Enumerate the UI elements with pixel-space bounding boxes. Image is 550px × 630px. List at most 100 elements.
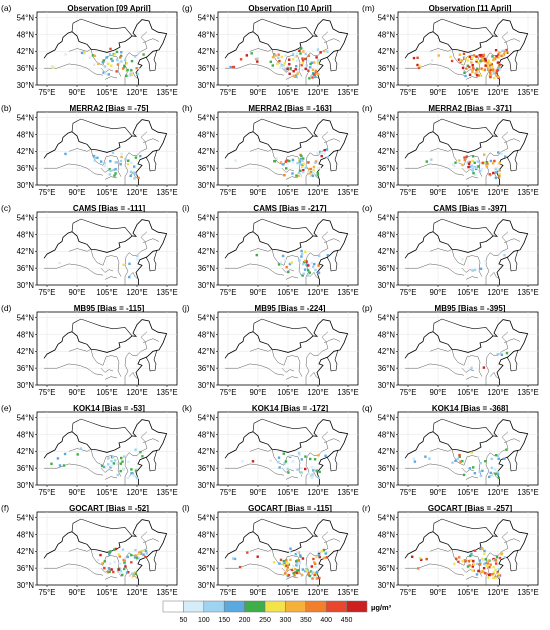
station-marker xyxy=(486,162,489,165)
station-marker xyxy=(312,165,316,169)
lat-tick-label: 36°N xyxy=(17,564,34,573)
station-marker xyxy=(497,53,500,56)
station-marker xyxy=(304,569,308,572)
station-marker xyxy=(116,63,120,66)
station-marker xyxy=(109,169,112,172)
station-marker xyxy=(498,63,501,66)
country-boundary xyxy=(43,119,168,186)
lon-tick-label: 105°E xyxy=(96,488,117,497)
lat-tick-label: 30°N xyxy=(17,281,34,290)
station-marker xyxy=(291,460,295,463)
country-boundary xyxy=(145,549,158,572)
lon-tick-label: 135°E xyxy=(517,388,538,397)
station-marker xyxy=(484,562,487,565)
country-boundary xyxy=(252,318,314,337)
province-boundary xyxy=(128,172,140,180)
province-boundary xyxy=(249,348,273,352)
panel-title: GOCART [Bias = -52] xyxy=(69,504,149,513)
station-marker xyxy=(467,165,470,169)
province-boundary xyxy=(405,463,441,469)
province-boundary xyxy=(78,165,104,176)
lon-tick-label: 105°E xyxy=(277,188,298,197)
station-marker xyxy=(246,551,249,554)
station-marker xyxy=(63,452,67,456)
lat-tick-label: 48°N xyxy=(378,130,395,139)
station-marker xyxy=(130,561,133,564)
lon-tick-label: 135°E xyxy=(337,188,358,197)
station-marker xyxy=(278,466,281,469)
station-marker xyxy=(102,465,106,469)
province-boundary xyxy=(102,155,118,166)
station-marker xyxy=(134,554,137,557)
station-marker xyxy=(496,571,499,574)
country-boundary xyxy=(43,319,168,386)
station-marker xyxy=(453,562,456,566)
station-marker xyxy=(287,563,291,566)
province-boundary xyxy=(259,465,285,476)
province-boundary xyxy=(44,563,80,569)
country-boundary xyxy=(71,18,133,37)
colorbar-label: 100 xyxy=(198,617,210,624)
lon-tick-label: 75°E xyxy=(39,588,56,597)
station-marker xyxy=(299,157,302,161)
station-marker xyxy=(307,269,310,272)
lat-tick-label: 36°N xyxy=(378,64,395,73)
province-boundary xyxy=(297,356,303,377)
map-panel: (h) MERRA2 [Bias = -163] 54°N 48°N 42°N 36°N 3… xyxy=(182,103,359,197)
lat-tick-label: 36°N xyxy=(17,64,34,73)
station-marker xyxy=(484,460,487,463)
station-marker xyxy=(122,263,125,266)
lon-tick-label: 90°E xyxy=(430,588,447,597)
station-marker xyxy=(302,162,305,166)
station-marker xyxy=(451,461,454,464)
station-marker xyxy=(458,159,461,162)
lon-tick-label: 120°E xyxy=(126,188,147,197)
station-marker xyxy=(310,261,313,265)
station-marker xyxy=(314,75,317,79)
station-marker xyxy=(111,59,114,63)
province-boundary xyxy=(225,463,261,469)
station-marker xyxy=(101,61,104,64)
lat-tick-label: 36°N xyxy=(17,364,34,373)
lon-tick-label: 135°E xyxy=(517,288,538,297)
colorbar: 50 100 150 200 250 300 350 400 450 µg/m³ xyxy=(162,600,392,624)
country-boundary xyxy=(252,118,314,137)
station-marker xyxy=(484,59,487,62)
station-marker xyxy=(295,569,299,572)
province-boundary xyxy=(102,255,118,266)
station-marker xyxy=(279,261,283,264)
station-marker xyxy=(496,168,500,171)
lat-tick-label: 42°N xyxy=(378,147,395,156)
station-marker xyxy=(472,466,475,469)
country-boundary xyxy=(326,449,339,472)
country-boundary xyxy=(224,419,349,486)
station-marker xyxy=(469,559,472,562)
province-boundary xyxy=(142,38,160,44)
lon-tick-label: 120°E xyxy=(126,488,147,497)
station-marker xyxy=(454,459,457,462)
station-marker xyxy=(250,52,253,55)
station-marker xyxy=(123,561,126,564)
lon-tick-label: 105°E xyxy=(457,88,478,97)
station-marker xyxy=(314,562,317,565)
country-boundary xyxy=(71,118,133,137)
station-marker xyxy=(129,170,133,173)
station-marker xyxy=(302,157,305,160)
station-marker xyxy=(313,458,317,461)
station-marker xyxy=(141,455,144,458)
province-boundary xyxy=(429,248,453,252)
lat-tick-label: 48°N xyxy=(17,30,34,39)
station-marker xyxy=(279,558,283,561)
station-marker xyxy=(469,554,472,558)
station-marker xyxy=(498,575,501,578)
station-marker xyxy=(491,474,494,477)
station-marker xyxy=(299,52,302,55)
station-marker xyxy=(489,471,492,475)
panel-letter: (c) xyxy=(1,203,11,213)
station-marker xyxy=(302,169,305,172)
province-boundary xyxy=(465,76,479,80)
lat-tick-label: 48°N xyxy=(17,130,34,139)
station-marker xyxy=(238,565,242,569)
station-marker xyxy=(108,173,111,176)
station-marker xyxy=(138,552,141,555)
